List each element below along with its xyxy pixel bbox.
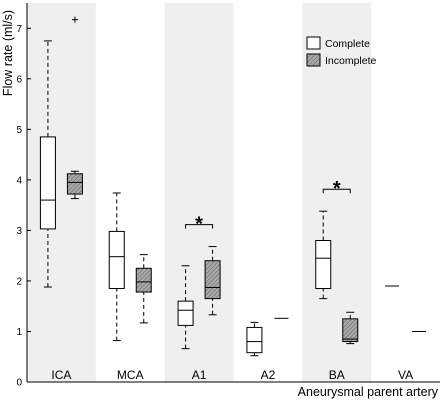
significance-star-a1: * <box>195 214 203 236</box>
y-tick-label: 3 <box>16 226 22 237</box>
y-tick-label: 7 <box>16 24 22 35</box>
y-tick-label: 0 <box>16 378 22 389</box>
x-category-label-ica: ICA <box>51 368 71 382</box>
significance-bracket-a1 <box>185 224 214 229</box>
box-iqr <box>39 136 56 230</box>
box-complete-ica <box>39 40 56 288</box>
box-iqr <box>246 326 263 354</box>
box-incomplete-mca <box>135 254 152 324</box>
y-tick-label: 4 <box>16 175 22 186</box>
box-complete-a1 <box>177 265 194 350</box>
y-tick-label: 2 <box>16 276 22 287</box>
legend-label-incomplete: Incomplete <box>325 55 377 67</box>
y-tick-label: 5 <box>16 125 22 136</box>
x-category-label-mca: MCA <box>117 368 144 382</box>
y-tick-label: 6 <box>16 74 22 85</box>
x-category-label-a2: A2 <box>261 368 276 382</box>
shade-band-ica <box>27 3 96 382</box>
box-incomplete-ica <box>66 16 83 200</box>
box-incomplete-ba <box>342 311 359 345</box>
box-complete-a2 <box>246 321 263 357</box>
box-iqr <box>135 267 152 293</box>
x-category-label-a1: A1 <box>192 368 207 382</box>
x-category-label-ba: BA <box>329 368 345 382</box>
box-iqr <box>342 318 359 343</box>
box-iqr <box>315 240 332 290</box>
x-axis-label: Aneurysmal parent artery <box>298 385 439 399</box>
box-iqr <box>177 300 194 326</box>
legend-swatch-incomplete <box>306 53 321 67</box>
legend-swatch-complete <box>306 36 321 50</box>
box-iqr <box>66 173 83 195</box>
shade-band-a1 <box>164 3 234 382</box>
significance-star-ba: * <box>333 178 341 200</box>
box-complete-mca <box>108 192 125 342</box>
legend: Complete Incomplete <box>306 36 377 67</box>
significance-bracket-ba <box>322 188 351 194</box>
legend-label-complete: Complete <box>325 38 370 50</box>
box-complete-ba <box>315 210 332 300</box>
y-tick-label: 1 <box>16 327 22 338</box>
box-iqr <box>204 260 221 300</box>
y-axis-label: Flow rate (ml/s) <box>1 10 15 96</box>
box-iqr <box>108 230 125 290</box>
box-incomplete-a1 <box>204 246 221 316</box>
x-category-label-va: VA <box>398 368 413 382</box>
outlier-marker <box>71 16 78 23</box>
